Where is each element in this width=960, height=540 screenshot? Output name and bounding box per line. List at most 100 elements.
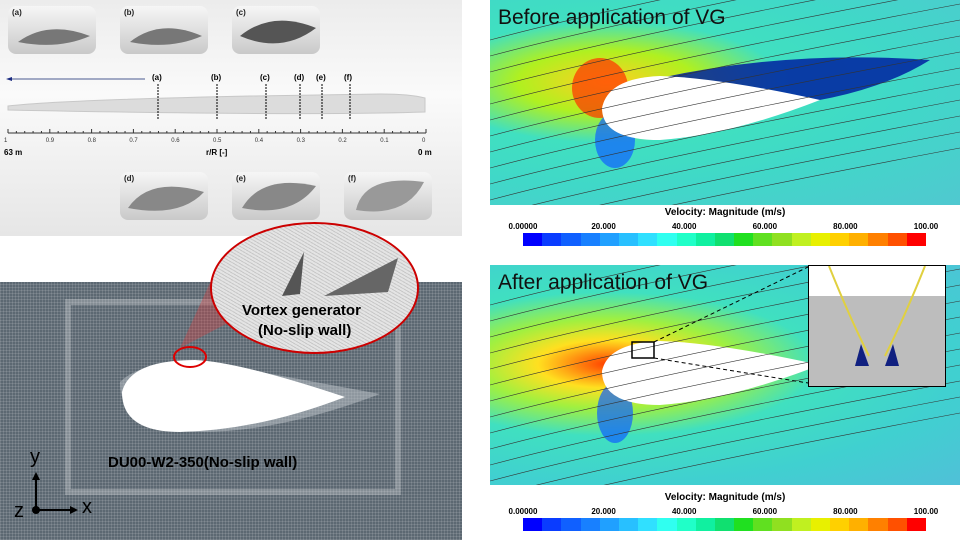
colorbar-swatch bbox=[714, 233, 735, 246]
colorbar-swatch bbox=[753, 518, 773, 531]
colorbar-swatch bbox=[618, 518, 639, 531]
streamline bbox=[490, 380, 960, 482]
radius-tick-label: 0.3 bbox=[296, 138, 305, 144]
streamline bbox=[490, 265, 737, 322]
colorbar-swatch bbox=[542, 233, 562, 246]
streamline bbox=[599, 131, 960, 205]
colorbar-swatch bbox=[676, 518, 696, 531]
vg-inset bbox=[808, 265, 946, 387]
colorbar-swatch bbox=[849, 518, 869, 531]
colorbar-swatch bbox=[734, 233, 754, 246]
cfd-after-panel: After application of VG bbox=[490, 265, 960, 485]
colorbar-swatch bbox=[523, 518, 543, 531]
colorbar-scale bbox=[523, 233, 926, 246]
vortex-generator-zoom: Vortex generator (No-slip wall) bbox=[210, 222, 419, 354]
colorbar-swatch bbox=[734, 518, 754, 531]
radius-tick-label: 0.9 bbox=[45, 138, 55, 144]
airfoil-shape bbox=[122, 360, 345, 432]
colorbar-swatch bbox=[887, 518, 907, 531]
colorbar-swatch bbox=[695, 233, 715, 246]
colorbar-swatch bbox=[906, 233, 926, 246]
vg-label-line2: (No-slip wall) bbox=[258, 322, 352, 339]
colorbar-swatch bbox=[714, 518, 735, 531]
radius-tick-label: 0.8 bbox=[87, 138, 96, 144]
colorbar-swatch bbox=[810, 518, 830, 531]
section-thumbnail-f: (f) bbox=[344, 172, 432, 220]
colorbar-tick-label: 60.000 bbox=[752, 507, 778, 516]
colorbar-tick-label: 60.000 bbox=[752, 222, 778, 231]
marker-f: (f) bbox=[344, 73, 352, 82]
colorbar-swatch bbox=[561, 233, 581, 246]
streamline bbox=[490, 67, 960, 169]
colorbar-swatch bbox=[772, 233, 792, 246]
axis-x-label: x bbox=[82, 496, 92, 518]
cfd-before-panel: Before application of VG bbox=[490, 0, 960, 205]
vg-label-line1: Vortex generator bbox=[242, 302, 361, 319]
radius-tick-label: 0.7 bbox=[129, 138, 138, 144]
axis-y-label: y bbox=[30, 446, 40, 468]
colorbar-after: Velocity: Magnitude (m/s) 0.00000 20.000 4… bbox=[490, 492, 960, 540]
colorbar-scale bbox=[523, 518, 926, 531]
streamline bbox=[531, 115, 960, 205]
colorbar-swatch bbox=[542, 518, 562, 531]
colorbar-before: Velocity: Magnitude (m/s) 0.00000 20.000 4… bbox=[490, 205, 960, 255]
radius-tick-label: 0.5 bbox=[213, 138, 222, 144]
colorbar-title: Velocity: Magnitude (m/s) bbox=[664, 492, 786, 503]
radius-axis bbox=[7, 129, 427, 134]
colorbar-tick-label: 40.000 bbox=[671, 222, 697, 231]
streamline bbox=[490, 83, 960, 185]
vg-region-box bbox=[631, 341, 655, 359]
colorbar-swatch bbox=[561, 518, 581, 531]
colorbar-swatch bbox=[810, 233, 830, 246]
colorbar-swatch bbox=[887, 233, 907, 246]
colorbar-tick-label: 20.000 bbox=[591, 507, 616, 516]
colorbar-swatch bbox=[868, 233, 888, 246]
colorbar-tick-label: 40.000 bbox=[671, 507, 697, 516]
colorbar-tick-label: 20.000 bbox=[591, 222, 616, 231]
radius-tick-label: 1 bbox=[4, 138, 8, 144]
colorbar-swatch bbox=[849, 233, 869, 246]
colorbar-swatch bbox=[657, 518, 677, 531]
vg-location-circle bbox=[173, 346, 207, 368]
radius-tick-label: 0.1 bbox=[380, 138, 389, 144]
colorbar-swatch bbox=[657, 233, 677, 246]
colorbar-tick-label: 0.00000 bbox=[508, 222, 538, 231]
colorbar-swatch bbox=[830, 518, 850, 531]
colorbar-tick-label: 80.000 bbox=[833, 507, 858, 516]
colorbar-tick-label: 100.00 bbox=[913, 222, 939, 231]
streamline bbox=[490, 265, 816, 338]
marker-e: (e) bbox=[316, 73, 326, 82]
radius-right-end: 0 m bbox=[418, 148, 432, 157]
streamline bbox=[671, 147, 960, 205]
blade-panel: (a) (b) (c) (a) (b) (c) (d) (e) (f) 1 0.9… bbox=[0, 0, 462, 236]
colorbar-swatch bbox=[868, 518, 888, 531]
colorbar-swatch bbox=[618, 233, 639, 246]
marker-d: (d) bbox=[294, 73, 305, 82]
blade-drawing bbox=[6, 77, 426, 120]
streamline bbox=[490, 35, 960, 137]
streamline bbox=[490, 0, 661, 41]
section-thumbnail-d: (d) bbox=[120, 172, 208, 220]
streamline bbox=[490, 51, 960, 153]
colorbar-swatch bbox=[580, 233, 600, 246]
colorbar-swatch bbox=[523, 233, 543, 246]
colorbar-swatch bbox=[676, 233, 696, 246]
colorbar-swatch bbox=[580, 518, 600, 531]
streamline bbox=[490, 0, 816, 73]
streamline bbox=[490, 0, 899, 89]
section-thumbnail-c: (c) bbox=[232, 6, 320, 54]
marker-c: (c) bbox=[260, 73, 270, 82]
colorbar-swatch bbox=[906, 518, 926, 531]
radius-tick-label: 0 bbox=[422, 138, 426, 144]
colorbar-swatch bbox=[791, 518, 811, 531]
streamline bbox=[535, 396, 960, 485]
section-thumbnail-a: (a) bbox=[8, 6, 96, 54]
streamline bbox=[490, 3, 960, 105]
radius-axis-label: r/R [-] bbox=[206, 148, 228, 157]
axis-z-label: z bbox=[14, 500, 24, 522]
section-thumbnail-e: (e) bbox=[232, 172, 320, 220]
colorbar-swatch bbox=[599, 518, 619, 531]
colorbar-swatch bbox=[695, 518, 715, 531]
colorbar-swatch bbox=[791, 233, 811, 246]
marker-a: (a) bbox=[152, 73, 162, 82]
